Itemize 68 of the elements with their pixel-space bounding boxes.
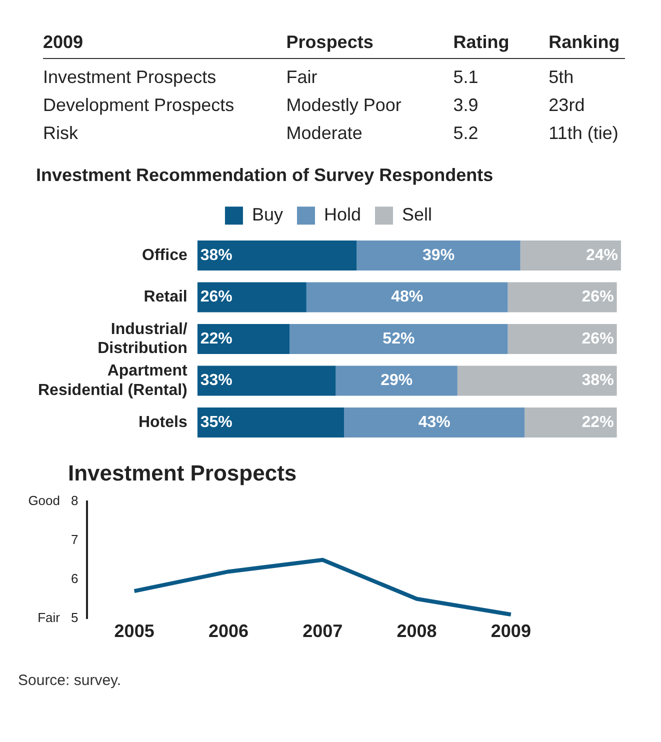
- text: Modestly Poor: [286, 94, 402, 117]
- text: Good: [28, 492, 60, 508]
- text: 5th: [548, 66, 575, 89]
- data-label: 38%: [200, 246, 232, 264]
- source-note: Source: survey.: [18, 672, 122, 689]
- bar: [197, 407, 344, 438]
- bar: [197, 282, 306, 312]
- chart-title: Investment Prospects: [68, 460, 297, 486]
- legend-label: Hold: [324, 204, 362, 225]
- text: 2009: [43, 31, 84, 54]
- text: 5.2: [453, 122, 480, 145]
- chart-title: Investment Recommendation of Survey Respondents: [36, 164, 494, 185]
- bar: [508, 282, 617, 312]
- text: Risk: [43, 122, 79, 145]
- data-label: 33%: [200, 372, 232, 390]
- y-tick-label: 8: [70, 492, 78, 508]
- data-label: 38%: [582, 372, 614, 390]
- y-tick-label: 6: [70, 570, 78, 586]
- bar: [336, 366, 458, 396]
- y-tick-label: Retail: [144, 288, 188, 306]
- x-tick-label: 2007: [302, 621, 343, 642]
- data-label: 26%: [582, 330, 614, 348]
- text: Development Prospects: [43, 94, 236, 117]
- bar: [197, 366, 336, 396]
- data-label: 39%: [422, 246, 455, 264]
- text: Fair: [286, 66, 318, 89]
- data-label: 24%: [586, 246, 618, 264]
- y-tick-label: 7: [70, 532, 78, 547]
- data-label: 29%: [380, 372, 413, 390]
- data-label: 35%: [200, 414, 232, 431]
- bar: [356, 240, 520, 271]
- x-tick-label: 2009: [490, 621, 531, 642]
- text: Rating: [453, 31, 510, 54]
- y-tick-label: 5: [70, 610, 78, 625]
- text: 23rd: [548, 94, 586, 117]
- text: Fair: [38, 610, 61, 625]
- text: 5.1: [453, 66, 480, 89]
- bar: [197, 240, 357, 271]
- bar: [290, 324, 508, 354]
- y-tick-label: Hotels: [138, 414, 188, 431]
- bar: [197, 324, 290, 354]
- data-label: 22%: [582, 414, 614, 431]
- text: Prospects: [286, 31, 374, 54]
- bar: [520, 240, 621, 271]
- data-label: 26%: [200, 288, 232, 306]
- bar: [457, 366, 617, 396]
- data-label: 22%: [200, 330, 232, 348]
- text: 3.9: [453, 94, 480, 117]
- bar: [344, 407, 525, 438]
- y-tick-label: Industrial/ Distribution: [98, 320, 188, 358]
- text: Ranking: [548, 31, 621, 54]
- x-tick-label: 2006: [208, 621, 248, 642]
- text: 11th (tie): [548, 122, 620, 145]
- x-tick-label: 2008: [396, 621, 437, 642]
- y-tick-label: Apartment Residential (Rental): [38, 362, 188, 399]
- x-tick-label: 2005: [114, 621, 154, 642]
- data-label: 48%: [391, 288, 424, 306]
- legend-label: Sell: [402, 204, 432, 225]
- text: Investment Prospects: [43, 66, 218, 89]
- bar: [306, 282, 508, 312]
- data-label: 52%: [382, 330, 415, 348]
- data-label: 43%: [418, 414, 450, 431]
- text: Moderate: [286, 122, 364, 145]
- bar: [524, 407, 617, 438]
- legend-label: Buy: [252, 204, 284, 225]
- data-label: 26%: [582, 288, 614, 306]
- bar: [508, 324, 617, 354]
- y-tick-label: Office: [142, 246, 188, 264]
